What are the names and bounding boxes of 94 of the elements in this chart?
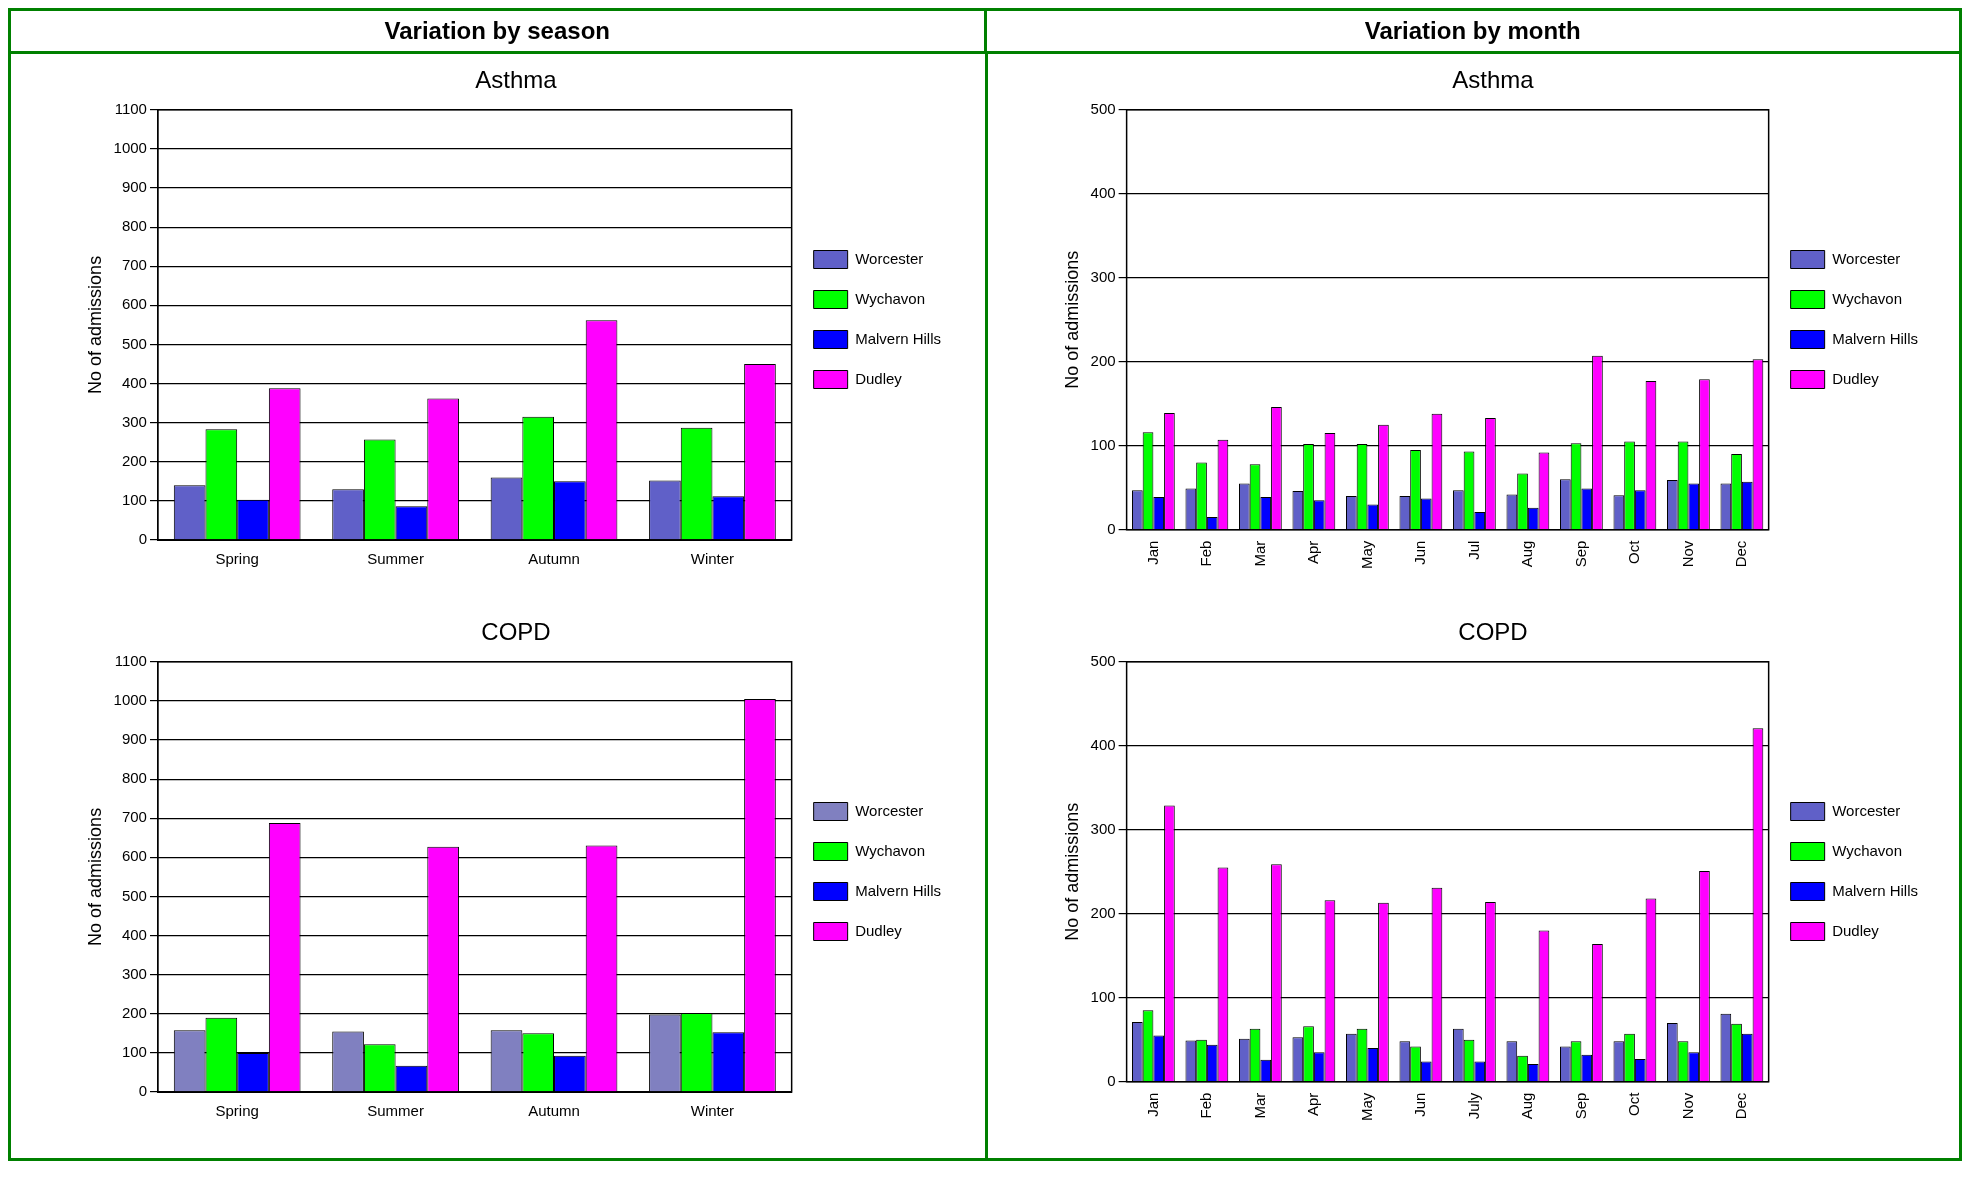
x-tick-label: Spring (215, 550, 259, 568)
chart-subtitle: Variation by season (383, 16, 611, 46)
y-tick-label: 500 (121, 886, 147, 904)
x-tick-label: Oct (1625, 1091, 1643, 1117)
legend-label: Worcester (1832, 801, 1901, 819)
y-tick-label: 200 (121, 1003, 147, 1021)
y-tick-label: 400 (121, 373, 147, 391)
legend-label: Dudley (855, 369, 903, 387)
legend-label: Worcester (1832, 249, 1901, 267)
y-tick-label: 0 (1107, 1071, 1116, 1089)
legend-label: Malvern Hills (855, 329, 942, 347)
y-tick-label: 500 (121, 334, 147, 352)
y-tick-label: 800 (121, 769, 147, 787)
y-tick-label: 400 (1090, 183, 1116, 201)
y-tick-label: 100 (1090, 435, 1116, 453)
x-tick-label: Sep (1571, 1092, 1589, 1120)
y-tick-label: 500 (1090, 651, 1116, 669)
y-tick-label: 0 (138, 530, 147, 548)
y-tick-label: 100 (1090, 987, 1116, 1005)
y-tick-label: 600 (121, 295, 147, 313)
legend-label: Dudley (1832, 369, 1880, 387)
y-tick-label: 400 (1090, 735, 1116, 753)
y-tick-label: 0 (1107, 519, 1116, 537)
y-tick-label: 0 (138, 1082, 147, 1100)
y-tick-label: 900 (121, 178, 147, 196)
y-axis-title: No of admissions (84, 255, 105, 394)
x-tick-label: Mar (1250, 1092, 1268, 1119)
y-tick-label: 100 (121, 491, 147, 509)
y-tick-label: 1000 (113, 691, 147, 709)
legend-label: Malvern Hills (855, 881, 942, 899)
x-tick-label: Autumn (528, 1102, 580, 1120)
x-tick-label: Apr (1304, 540, 1322, 565)
chart-title: COPD (1458, 618, 1528, 646)
x-tick-label: May (1357, 1092, 1375, 1122)
y-tick-label: 200 (121, 451, 147, 469)
x-tick-label: May (1357, 540, 1375, 570)
y-axis-title: No of admissions (84, 807, 105, 946)
chart-title: COPD (481, 618, 551, 646)
x-tick-label: July (1464, 1092, 1482, 1120)
x-tick-label: Feb (1197, 1092, 1215, 1119)
x-tick-label: Winter (690, 1102, 735, 1120)
y-tick-label: 400 (121, 925, 147, 943)
y-tick-label: 100 (121, 1043, 147, 1061)
x-tick-label: Nov (1678, 540, 1696, 568)
y-tick-label: 1100 (114, 99, 147, 117)
y-tick-label: 300 (1090, 267, 1116, 285)
y-tick-label: 300 (1090, 819, 1116, 837)
x-tick-label: Summer (367, 1102, 424, 1120)
x-tick-label: Autumn (528, 550, 580, 568)
legend-label: Wychavon (1832, 841, 1903, 859)
x-tick-label: Oct (1625, 539, 1643, 565)
chart-title: Asthma (475, 66, 558, 94)
legend-label: Dudley (1832, 921, 1880, 939)
y-tick-label: 300 (121, 412, 147, 430)
x-tick-label: Feb (1197, 540, 1215, 567)
x-tick-label: Sep (1571, 540, 1589, 568)
y-tick-label: 800 (121, 217, 147, 235)
x-tick-label: Nov (1678, 1092, 1696, 1120)
x-tick-label: Aug (1518, 1092, 1536, 1120)
y-tick-label: 500 (1090, 99, 1116, 117)
chart-title: Asthma (1452, 66, 1535, 94)
y-tick-label: 200 (1090, 903, 1116, 921)
x-tick-label: Dec (1732, 1092, 1750, 1120)
legend-label: Wychavon (855, 841, 926, 859)
y-tick-label: 200 (1090, 351, 1116, 369)
y-tick-label: 1000 (113, 139, 147, 157)
y-axis-title: No of admissions (1061, 250, 1082, 389)
legend-label: Wychavon (1832, 289, 1903, 307)
x-tick-label: Aug (1518, 540, 1536, 568)
legend-label: Dudley (855, 921, 903, 939)
x-tick-label: Spring (215, 1102, 259, 1120)
y-tick-label: 900 (121, 730, 147, 748)
x-tick-label: Mar (1250, 540, 1268, 567)
legend-label: Malvern Hills (1832, 881, 1919, 899)
legend-label: Worcester (855, 801, 924, 819)
x-tick-label: Winter (690, 550, 735, 568)
legend-label: Malvern Hills (1832, 329, 1919, 347)
x-tick-label: Jul (1464, 540, 1482, 560)
y-tick-label: 700 (121, 256, 147, 274)
legend-label: Wychavon (855, 289, 926, 307)
x-tick-label: Jun (1411, 1092, 1429, 1117)
x-tick-label: Jan (1143, 1092, 1161, 1117)
y-axis-title: No of admissions (1061, 802, 1082, 941)
x-tick-label: Jan (1143, 540, 1161, 565)
y-tick-label: 1100 (114, 651, 147, 669)
x-tick-label: Summer (367, 550, 424, 568)
x-tick-label: Dec (1732, 540, 1750, 568)
x-tick-label: Apr (1304, 1092, 1322, 1117)
chart-subtitle: Variation by month (983, 11, 1959, 51)
legend-label: Worcester (855, 249, 924, 267)
y-tick-label: 700 (121, 808, 147, 826)
y-tick-label: 600 (121, 847, 147, 865)
y-tick-label: 300 (121, 964, 147, 982)
x-tick-label: Jun (1411, 540, 1429, 565)
